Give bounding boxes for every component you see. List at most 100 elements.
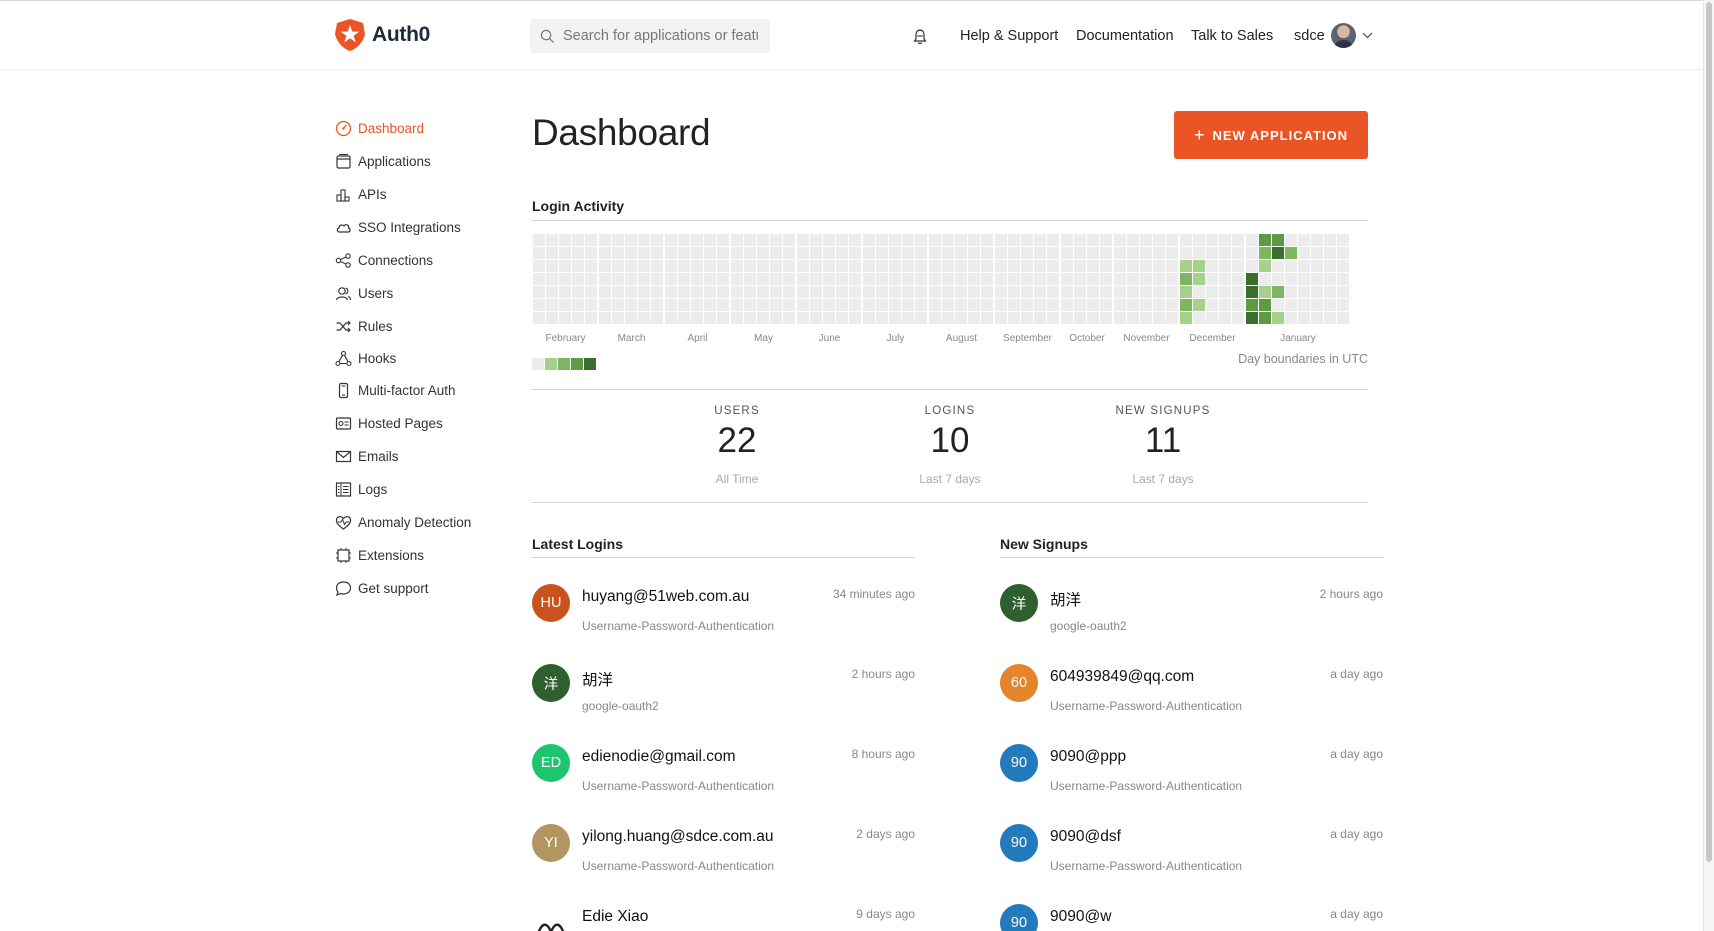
heatmap-cell <box>678 286 690 298</box>
heatmap-cell <box>546 312 558 324</box>
sidebar-item-hosted-pages[interactable]: Hosted Pages <box>335 407 525 440</box>
sidebar-item-apis[interactable]: APIs <box>335 178 525 211</box>
heatmap-cell <box>1219 312 1231 324</box>
list-item[interactable]: 60 604939849@qq.com Username-Password-Auth… <box>1000 664 1383 734</box>
heatmap-cell <box>1008 247 1020 259</box>
heatmap-cell <box>836 273 848 285</box>
user-name[interactable]: Edie Xiao <box>582 908 649 925</box>
heatmap-cell <box>651 286 663 298</box>
user-avatar <box>1330 23 1356 48</box>
logins-stat: LOGINS 10 Last 7 days <box>870 405 1030 486</box>
heatmap-cell <box>1298 299 1310 311</box>
heatmap-cell <box>1114 247 1126 259</box>
sidebar-item-rules[interactable]: Rules <box>335 310 525 342</box>
help-support-link[interactable]: Help & Support <box>960 28 1059 44</box>
sidebar-item-emails[interactable]: Emails <box>335 440 525 473</box>
heatmap-cell <box>1127 299 1139 311</box>
heatmap-cell <box>625 260 637 272</box>
heatmap-cell <box>1206 286 1218 298</box>
page-scrollbar[interactable] <box>1703 0 1714 931</box>
sidebar-item-hooks[interactable]: Hooks <box>335 342 525 374</box>
auth0-logo[interactable]: Auth0 <box>334 18 430 52</box>
user-name[interactable]: huyang@51web.com.au <box>582 588 750 605</box>
heatmap-cell <box>638 273 650 285</box>
timestamp: 8 hours ago <box>851 747 915 761</box>
list-item[interactable]: Edie Xiao 9 days ago <box>532 904 915 931</box>
legend-swatch <box>571 358 583 370</box>
list-item[interactable]: 90 9090@w a day ago <box>1000 904 1383 931</box>
heatmap-cell <box>810 286 822 298</box>
sidebar-item-logs[interactable]: Logs <box>335 473 525 506</box>
heatmap-cell <box>678 247 690 259</box>
heatmap-cell <box>717 247 729 259</box>
heatmap-cell <box>876 273 888 285</box>
list-item[interactable]: 90 9090@dsf Username-Password-Authenticati… <box>1000 824 1383 894</box>
heatmap-cell <box>665 273 677 285</box>
sidebar-item-label: Connections <box>358 253 434 268</box>
sidebar-item-connections[interactable]: Connections <box>335 244 525 277</box>
avatar: 90 <box>1000 744 1038 782</box>
heatmap-cell <box>1140 260 1152 272</box>
sidebar-item-dashboard[interactable]: Dashboard <box>335 112 525 145</box>
heatmap-cell <box>1061 312 1073 324</box>
heatmap-cell <box>665 312 677 324</box>
user-name[interactable]: 胡洋 <box>1050 592 1082 609</box>
sidebar-item-extensions[interactable]: Extensions <box>335 539 525 572</box>
heatmap-cell <box>1285 286 1297 298</box>
sidebar-item-applications[interactable]: Applications <box>335 145 525 178</box>
list-item[interactable]: YI yilong.huang@sdce.com.au Username-Passw… <box>532 824 915 894</box>
heatmap-cell <box>1298 286 1310 298</box>
new-application-button[interactable]: + NEW APPLICATION <box>1174 111 1368 159</box>
list-item[interactable]: 90 9090@ppp Username-Password-Authenticati… <box>1000 744 1383 814</box>
user-name[interactable]: 9090@dsf <box>1050 828 1121 845</box>
search-box[interactable] <box>530 19 770 53</box>
heatmap-cell <box>968 299 980 311</box>
heatmap-cell <box>889 247 901 259</box>
heatmap-cell <box>836 260 848 272</box>
documentation-link[interactable]: Documentation <box>1076 28 1174 44</box>
top-bar: Auth0 Help & Support Documentation Talk … <box>0 0 1714 70</box>
tenant-user-menu[interactable]: sdce <box>1294 23 1373 48</box>
heatmap-cell <box>1021 286 1033 298</box>
talk-to-sales-link[interactable]: Talk to Sales <box>1191 28 1274 44</box>
heatmap-cell <box>1153 234 1165 246</box>
list-item[interactable]: 洋胡洋 google-oauth2 2 hours ago <box>532 664 915 734</box>
user-name[interactable]: yilong.huang@sdce.com.au <box>582 828 774 845</box>
search-input[interactable] <box>563 28 758 44</box>
notifications-bell-icon[interactable] <box>912 28 928 46</box>
heatmap-cell <box>1285 312 1297 324</box>
heatmap-cell <box>757 299 769 311</box>
heatmap-cell <box>889 312 901 324</box>
heatmap-cell <box>823 260 835 272</box>
list-item[interactable]: ED edienodie@gmail.com Username-Password-A… <box>532 744 915 814</box>
scrollbar-thumb[interactable] <box>1706 2 1712 862</box>
user-name[interactable]: 9090@w <box>1050 908 1112 925</box>
sidebar-item-get-support[interactable]: Get support <box>335 572 525 605</box>
heatmap-cell <box>810 273 822 285</box>
heatmap-cell <box>625 234 637 246</box>
user-name[interactable]: 604939849@qq.com <box>1050 668 1195 685</box>
heatmap-cell <box>533 234 545 246</box>
heatmap-cell <box>1153 299 1165 311</box>
heatmap-cell <box>1166 273 1178 285</box>
sidebar-item-label: Hooks <box>358 350 397 366</box>
user-name[interactable]: edienodie@gmail.com <box>582 748 736 765</box>
list-item[interactable]: 洋胡洋 google-oauth2 2 hours ago <box>1000 584 1383 654</box>
heatmap-cell <box>757 273 769 285</box>
list-item[interactable]: HU huyang@51web.com.au Username-Password-A… <box>532 584 915 654</box>
sidebar-item-label: Applications <box>358 154 431 169</box>
heatmap-cell <box>533 312 545 324</box>
heatmap-cell <box>1047 312 1059 324</box>
heatmap-cell <box>1100 234 1112 246</box>
month-label: November <box>1123 333 1170 344</box>
user-name[interactable]: 9090@ppp <box>1050 748 1127 765</box>
sidebar-item-multi-factor-auth[interactable]: Multi-factor Auth <box>335 374 525 407</box>
user-name[interactable]: 胡洋 <box>582 672 614 689</box>
heatmap-cell <box>546 247 558 259</box>
sidebar-item-users[interactable]: Users <box>335 277 525 310</box>
chat-icon <box>335 581 352 597</box>
sidebar-item-anomaly-detection[interactable]: Anomaly Detection <box>335 506 525 539</box>
heatmap-cell <box>1324 260 1336 272</box>
heatmap-cell <box>889 234 901 246</box>
sidebar-item-sso-integrations[interactable]: SSO Integrations <box>335 211 525 244</box>
